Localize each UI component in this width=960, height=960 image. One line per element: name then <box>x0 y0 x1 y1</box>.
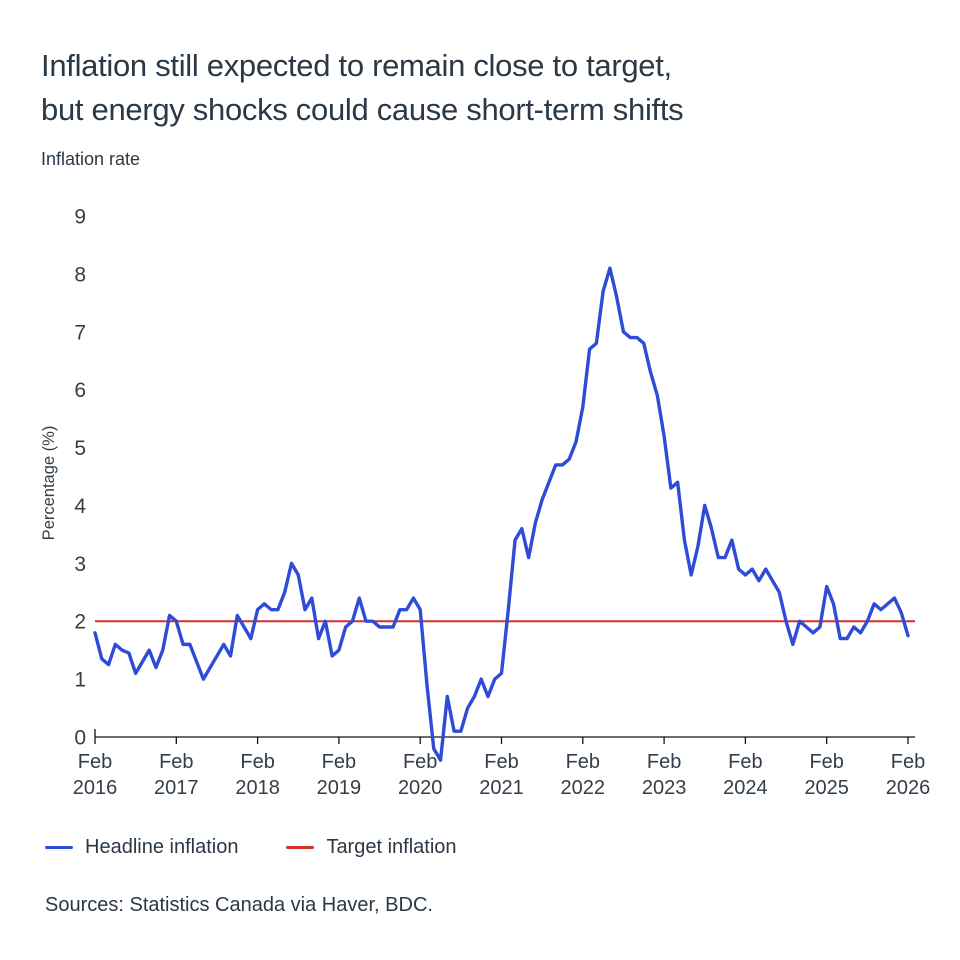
x-tick-month-label: Feb <box>322 751 356 773</box>
x-axis-tick-labels: Feb 2016 Feb 2017 Feb 2018 Feb 2019 Feb 2020 Feb 20… <box>73 751 931 799</box>
x-tick-month-label: Feb <box>728 751 762 773</box>
x-tick-month-label: Feb <box>159 751 193 773</box>
title-line-1: Inflation still expected to remain close… <box>41 48 672 83</box>
x-tick-month-label: Feb <box>78 751 112 773</box>
x-tick-year-label: 2020 <box>398 777 443 799</box>
y-tick-label: 4 <box>74 495 86 518</box>
page-title: Inflation still expected to remain close… <box>41 44 921 132</box>
x-tick-year-label: 2026 <box>886 777 931 799</box>
inflation-line-chart: Percentage (%) 0 1 2 3 4 5 6 7 8 9 Feb 2016 Feb 2017… <box>40 205 931 799</box>
x-tick-month-label: Feb <box>647 751 681 773</box>
y-tick-label: 5 <box>74 437 86 460</box>
x-tick-year-label: 2024 <box>723 777 768 799</box>
x-tick-month-label: Feb <box>809 751 843 773</box>
headline-line-swatch <box>45 845 73 850</box>
y-tick-label: 0 <box>74 727 86 750</box>
y-axis-tick-labels: 0 1 2 3 4 5 6 7 8 9 <box>74 205 86 749</box>
x-tick-month-label: Feb <box>891 751 925 773</box>
y-tick-label: 8 <box>74 263 86 286</box>
y-tick-label: 7 <box>74 321 86 344</box>
headline-inflation-line <box>93 266 910 762</box>
legend-label-target: Target inflation <box>326 836 457 858</box>
y-tick-label: 1 <box>74 669 86 692</box>
x-tick-year-label: 2021 <box>479 777 524 799</box>
source-note: Sources: Statistics Canada via Haver, BD… <box>45 894 433 916</box>
y-axis-title: Percentage (%) <box>40 426 58 541</box>
legend-item-headline: Headline inflation <box>45 836 238 859</box>
y-tick-label: 3 <box>74 553 86 576</box>
legend: Headline inflation Target inflation <box>45 836 457 859</box>
legend-item-target: Target inflation <box>286 836 457 859</box>
y-tick-label: 6 <box>74 379 86 402</box>
legend-label-headline: Headline inflation <box>85 836 239 858</box>
target-line-swatch <box>286 845 315 850</box>
x-tick-month-label: Feb <box>403 751 437 773</box>
x-tick-year-label: 2023 <box>642 777 687 799</box>
x-tick-year-label: 2025 <box>804 777 849 799</box>
title-line-2: but energy shocks could cause short-term… <box>41 92 684 127</box>
y-tick-label: 9 <box>74 205 86 228</box>
x-tick-month-label: Feb <box>566 751 600 773</box>
x-tick-month-label: Feb <box>240 751 274 773</box>
axis-tick-marks <box>94 729 909 744</box>
chart-subtitle: Inflation rate <box>41 149 141 169</box>
x-tick-year-label: 2022 <box>561 777 606 799</box>
x-tick-month-label: Feb <box>484 751 518 773</box>
x-tick-year-label: 2018 <box>235 777 280 799</box>
y-tick-label: 2 <box>74 611 86 634</box>
chart-header: Inflation still expected to remain close… <box>41 44 921 170</box>
x-tick-year-label: 2017 <box>154 777 199 799</box>
x-tick-year-label: 2019 <box>317 777 362 799</box>
x-tick-year-label: 2016 <box>73 777 118 799</box>
